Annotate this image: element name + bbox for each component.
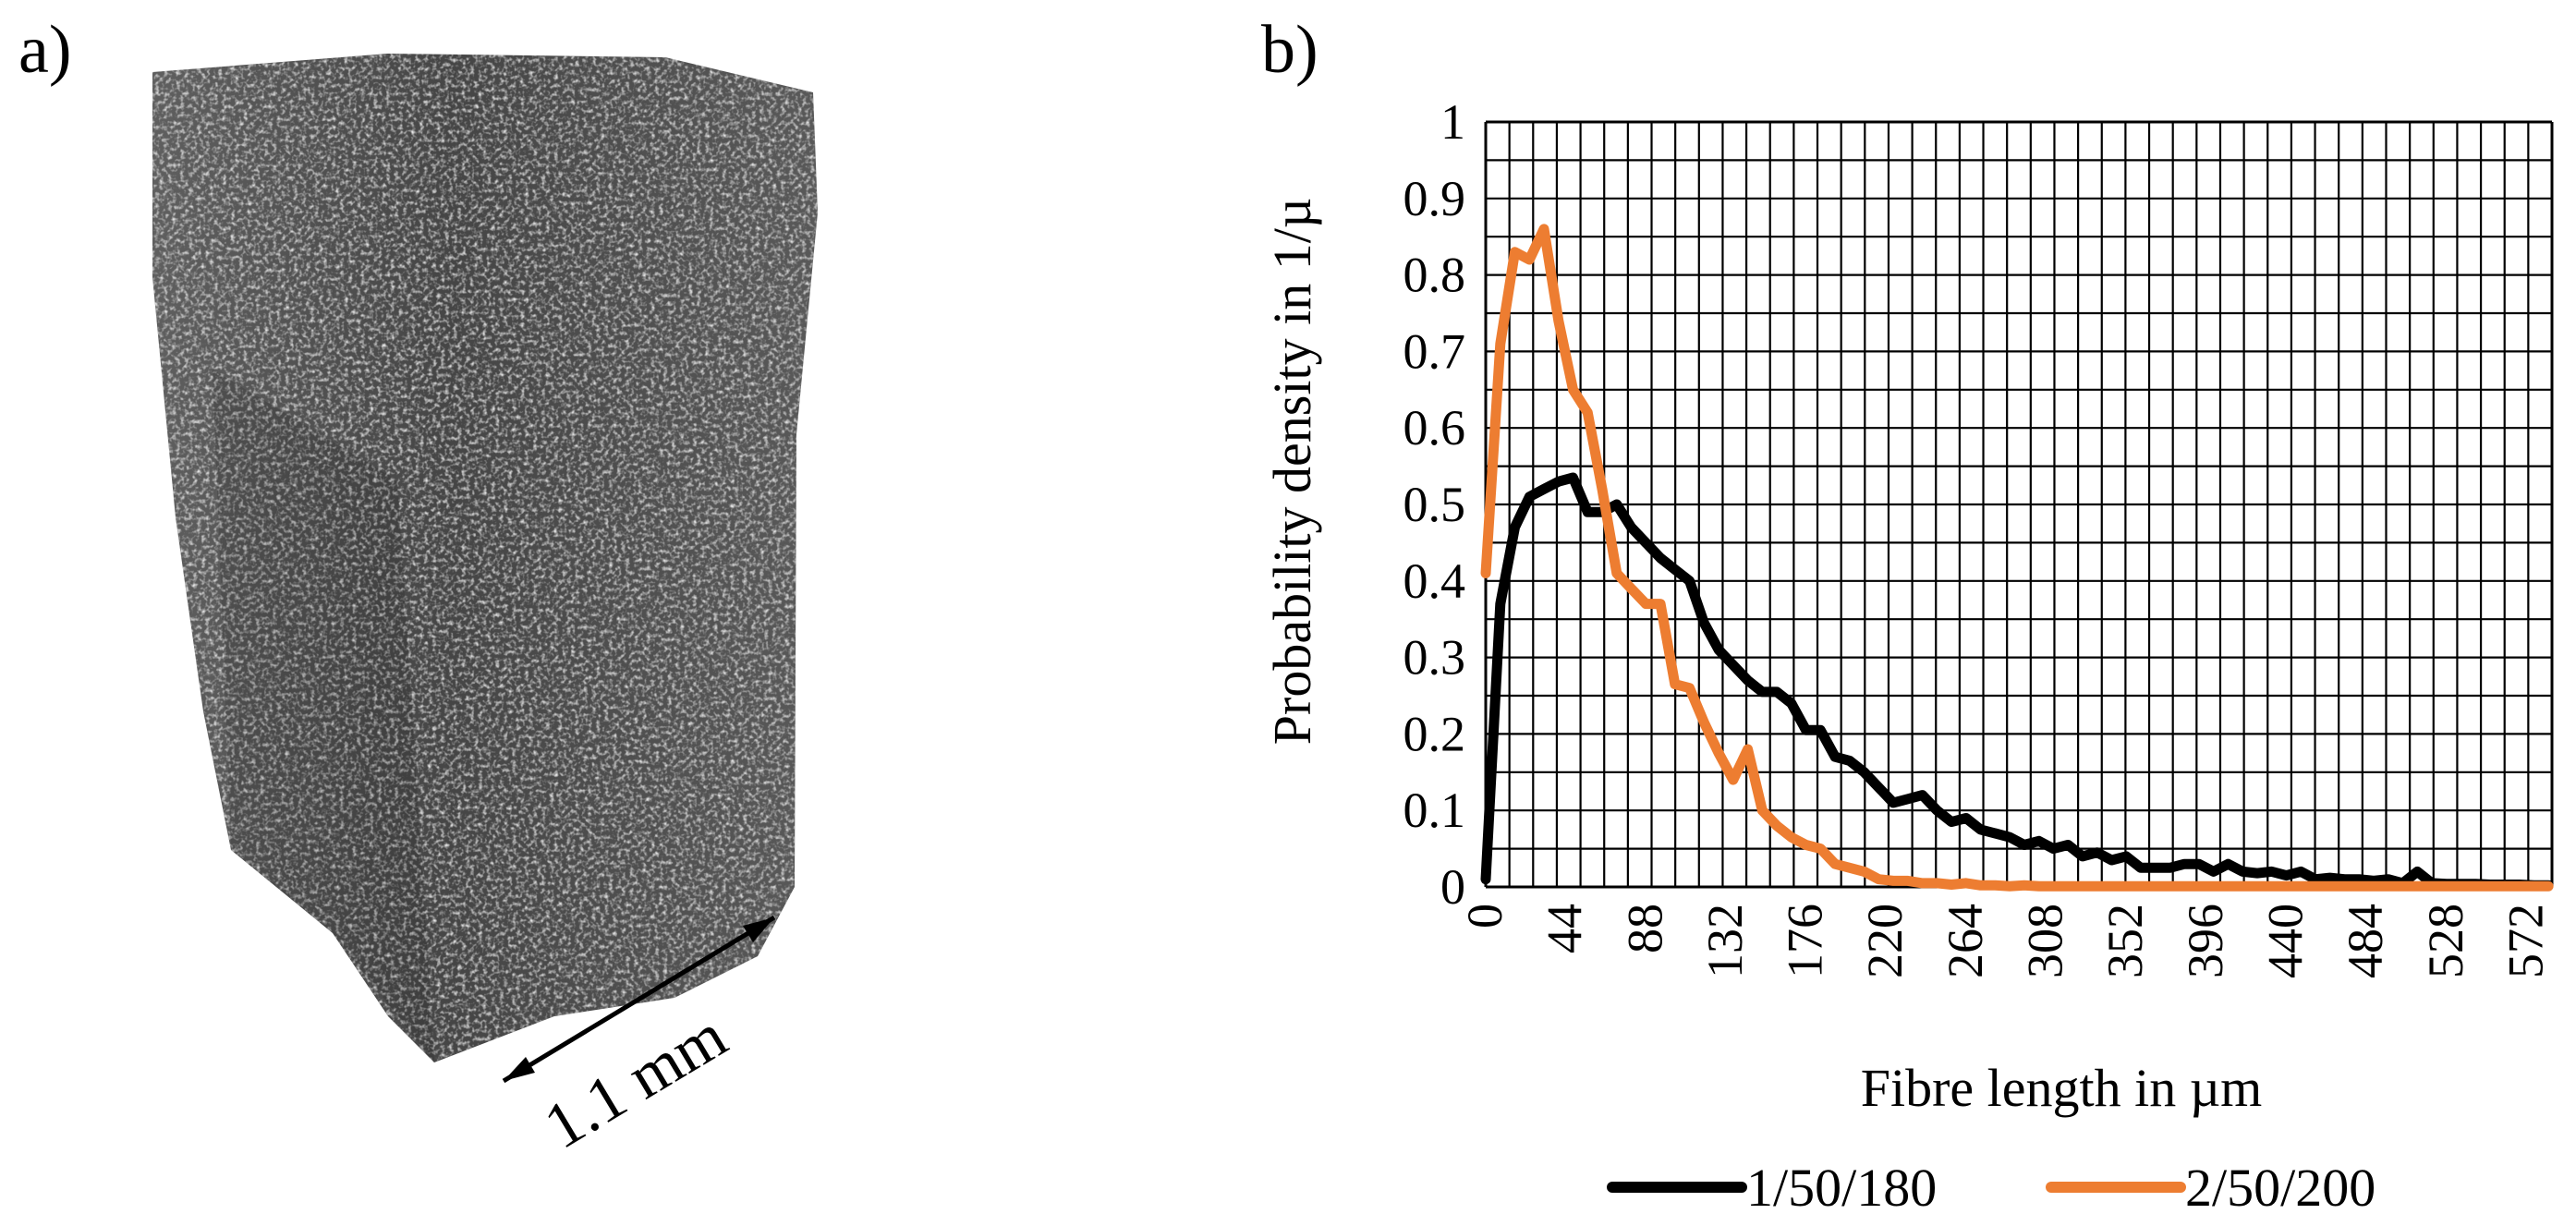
scale-arrowhead-left: [504, 1057, 535, 1081]
y-axis-tick-labels: 0 0.1 0.2 0.3 0.4 0.5 0.6 0.7 0.8 0.9 1: [1403, 94, 1466, 915]
x-tick-label: 484: [2338, 904, 2393, 978]
series-line-2: [1480, 224, 2554, 892]
y-tick-label: 0.7: [1403, 323, 1466, 379]
y-tick-label: 0.2: [1403, 706, 1466, 761]
y-tick-label: 0.1: [1403, 783, 1466, 838]
x-tick-label: 528: [2418, 904, 2473, 978]
scale-bar-label: 1.1 mm: [533, 1001, 739, 1163]
y-tick-label: 0.6: [1403, 400, 1466, 455]
y-tick-label: 0.8: [1403, 248, 1466, 303]
legend-label-series-1: 1/50/180: [1746, 1158, 1937, 1218]
chart-legend: 1/50/180 2/50/200: [1607, 1158, 2376, 1218]
chart-series: [1480, 224, 2554, 892]
x-tick-label: 176: [1778, 904, 1833, 978]
x-tick-label: 396: [2178, 904, 2233, 978]
series-line-1: [1480, 472, 2554, 891]
x-tick-label: 264: [1938, 904, 1993, 978]
x-tick-label: 572: [2497, 904, 2553, 978]
y-tick-label: 0.4: [1403, 553, 1466, 609]
y-tick-label: 0.3: [1403, 630, 1466, 686]
scale-arrowhead-right: [743, 917, 774, 942]
x-axis-title: Fibre length in µm: [1861, 1058, 2263, 1118]
y-tick-label: 0.5: [1403, 477, 1466, 532]
y-axis-title: Probability density in 1/µ: [1262, 198, 1322, 745]
x-axis-tick-labels: 0 44 88 132 176 220 264 308 352 396 440 484 528 572: [1457, 904, 2553, 978]
specimen-volume-image: [152, 54, 818, 1062]
x-tick-label: 44: [1537, 904, 1593, 953]
panel-b-label: b): [1261, 12, 1318, 88]
x-tick-label: 352: [2097, 904, 2153, 978]
panel-a-label: a): [18, 12, 72, 88]
y-tick-label: 0.9: [1403, 171, 1466, 226]
specimen-shadow-edge: [213, 370, 434, 1062]
legend-label-series-2: 2/50/200: [2185, 1158, 2376, 1218]
x-tick-label: 220: [1857, 904, 1913, 978]
chart-panel: b) 0 0.1 0.2 0.3 0.4 0.5 0.6 0.7 0.8 0.9 1 0 44 88 13…: [1261, 12, 2554, 1218]
y-tick-label: 0: [1440, 859, 1465, 915]
x-tick-label: 132: [1697, 904, 1753, 978]
x-tick-label: 0: [1457, 904, 1513, 929]
y-tick-label: 1: [1440, 94, 1465, 150]
x-tick-label: 440: [2257, 904, 2313, 978]
x-tick-label: 88: [1617, 904, 1672, 953]
chart-grid: [1484, 120, 2554, 889]
scale-bar-line: [502, 915, 776, 1084]
specimen-panel: a) 1.1 mm: [18, 12, 818, 1163]
x-tick-label: 308: [2018, 904, 2073, 978]
